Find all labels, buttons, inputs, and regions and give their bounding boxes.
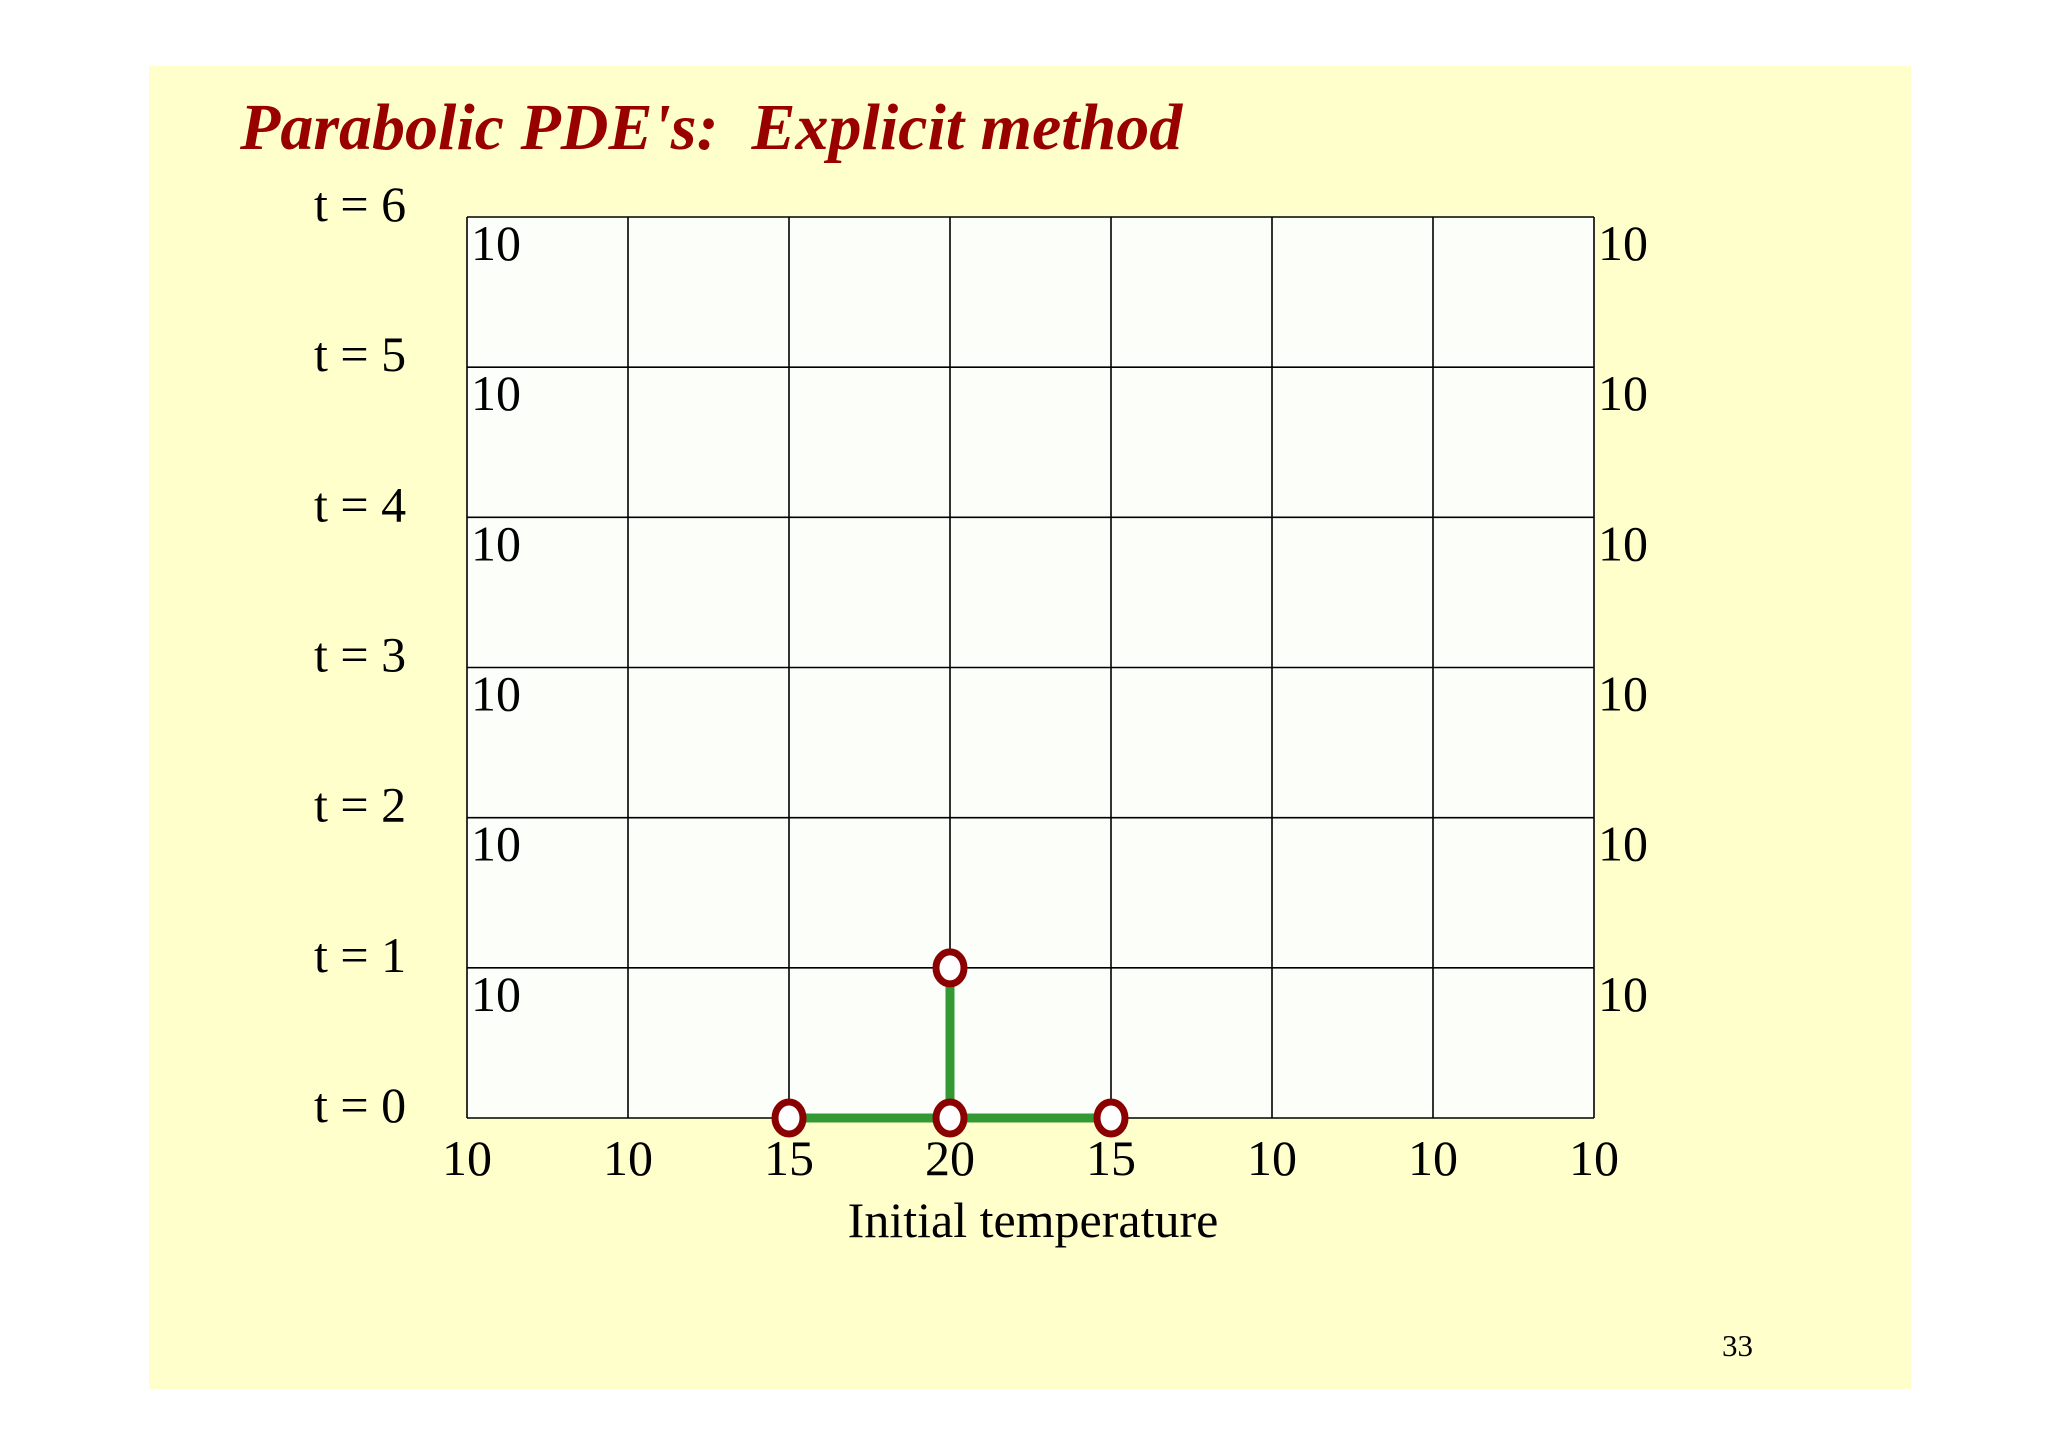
left-boundary-value: 10 xyxy=(471,966,521,1022)
time-label: t = 1 xyxy=(314,927,406,983)
stencil-node xyxy=(932,948,968,988)
initial-temperature-value: 20 xyxy=(925,1130,975,1186)
time-label: t = 0 xyxy=(314,1077,406,1133)
left-boundary-value: 10 xyxy=(471,515,521,571)
initial-temperature-values: 10 10 15 20 15 10 10 10 xyxy=(442,1130,1619,1186)
right-boundary-value: 10 xyxy=(1598,365,1648,421)
stencil-node xyxy=(771,1098,807,1138)
initial-temperature-value: 15 xyxy=(1086,1130,1136,1186)
left-boundary-value: 10 xyxy=(471,816,521,872)
time-label: t = 4 xyxy=(314,476,406,532)
left-boundary-values: 10 10 10 10 10 10 xyxy=(471,215,521,1022)
time-label: t = 5 xyxy=(314,326,406,382)
initial-temperature-value: 15 xyxy=(764,1130,814,1186)
stencil-node xyxy=(932,1098,968,1138)
initial-temperature-value: 10 xyxy=(1247,1130,1297,1186)
initial-temperature-value: 10 xyxy=(442,1130,492,1186)
right-boundary-values: 10 10 10 10 10 10 xyxy=(1598,215,1648,1022)
time-axis-labels: t = 0 t = 1 t = 2 t = 3 t = 4 t = 5 t = 6 xyxy=(314,176,406,1133)
right-boundary-value: 10 xyxy=(1598,666,1648,722)
right-boundary-value: 10 xyxy=(1598,515,1648,571)
stencil-node xyxy=(1093,1098,1129,1138)
right-boundary-value: 10 xyxy=(1598,215,1648,271)
right-boundary-value: 10 xyxy=(1598,816,1648,872)
initial-temperature-value: 10 xyxy=(603,1130,653,1186)
initial-temperature-value: 10 xyxy=(1569,1130,1619,1186)
initial-temperature-value: 10 xyxy=(1408,1130,1458,1186)
slide-title: Parabolic PDE's: Explicit method xyxy=(240,91,1183,164)
time-label: t = 3 xyxy=(314,627,406,683)
time-label: t = 6 xyxy=(314,176,406,232)
left-boundary-value: 10 xyxy=(471,215,521,271)
right-boundary-value: 10 xyxy=(1598,966,1648,1022)
explicit-stencil xyxy=(771,948,1129,1138)
left-boundary-value: 10 xyxy=(471,365,521,421)
page-number: 33 xyxy=(1722,1328,1753,1363)
left-boundary-value: 10 xyxy=(471,666,521,722)
x-axis-label: Initial temperature xyxy=(848,1192,1219,1248)
time-label: t = 2 xyxy=(314,777,406,833)
